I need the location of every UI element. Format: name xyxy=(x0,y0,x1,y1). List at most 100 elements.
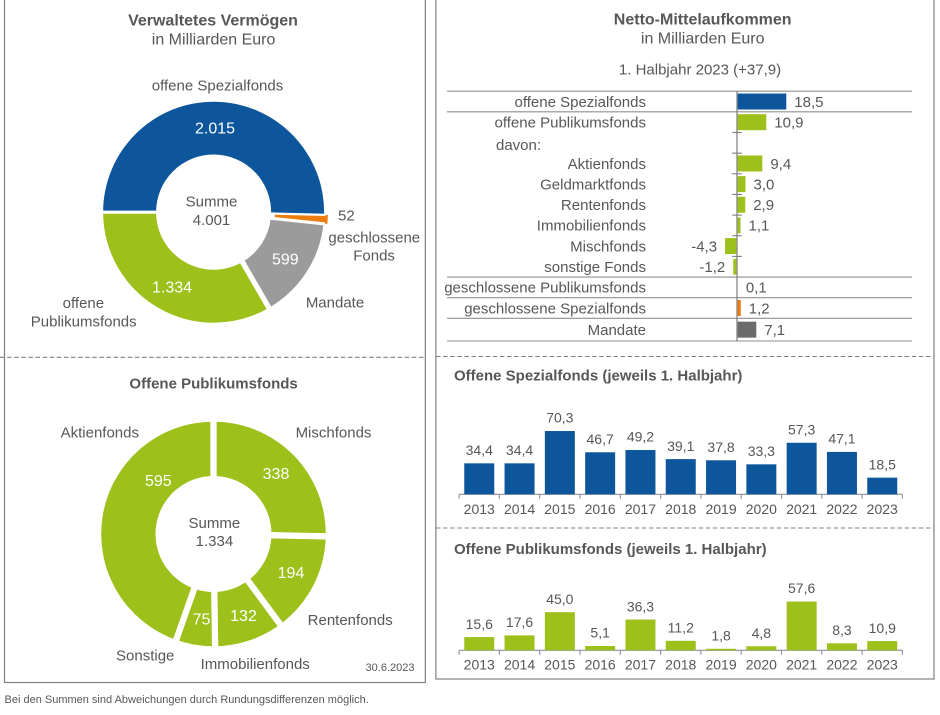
svg-text:Offene Publikumsfonds: Offene Publikumsfonds xyxy=(129,376,297,393)
svg-text:in Milliarden Euro: in Milliarden Euro xyxy=(152,32,276,49)
svg-text:Aktienfonds: Aktienfonds xyxy=(61,424,139,441)
svg-text:33,3: 33,3 xyxy=(748,443,775,459)
svg-text:2017: 2017 xyxy=(625,501,656,517)
svg-text:52: 52 xyxy=(338,208,355,225)
svg-text:57,6: 57,6 xyxy=(788,580,815,596)
svg-text:Offene Spezialfonds (jeweils 1: Offene Spezialfonds (jeweils 1. Halbjahr… xyxy=(454,368,742,385)
svg-text:9,4: 9,4 xyxy=(770,156,791,173)
svg-text:1,2: 1,2 xyxy=(749,300,770,317)
svg-text:Publikumsfonds: Publikumsfonds xyxy=(31,313,137,330)
svg-text:37,8: 37,8 xyxy=(707,439,734,455)
svg-text:geschlossene: geschlossene xyxy=(328,229,420,246)
svg-text:36,3: 36,3 xyxy=(627,598,654,614)
svg-text:34,4: 34,4 xyxy=(466,442,493,458)
svg-text:11,2: 11,2 xyxy=(668,620,694,636)
svg-text:4.001: 4.001 xyxy=(193,212,231,229)
svg-text:49,2: 49,2 xyxy=(627,429,654,445)
svg-text:2014: 2014 xyxy=(504,657,535,673)
svg-text:-4,3: -4,3 xyxy=(691,238,717,255)
svg-text:Immobilienfonds: Immobilienfonds xyxy=(537,218,646,235)
svg-text:10,9: 10,9 xyxy=(869,620,896,636)
svg-text:-1,2: -1,2 xyxy=(699,259,725,276)
svg-text:offene: offene xyxy=(63,295,104,312)
svg-text:Rentenfonds: Rentenfonds xyxy=(561,197,646,214)
svg-text:2023: 2023 xyxy=(867,501,898,517)
svg-text:in Milliarden Euro: in Milliarden Euro xyxy=(641,31,765,48)
svg-text:34,4: 34,4 xyxy=(506,442,533,458)
svg-text:2013: 2013 xyxy=(464,657,495,673)
svg-text:2020: 2020 xyxy=(746,501,777,517)
svg-text:geschlossene Publikumsfonds: geschlossene Publikumsfonds xyxy=(444,280,646,297)
svg-text:46,7: 46,7 xyxy=(587,431,614,447)
svg-text:5,1: 5,1 xyxy=(590,625,610,641)
svg-text:30.6.2023: 30.6.2023 xyxy=(366,662,415,674)
svg-text:57,3: 57,3 xyxy=(788,421,815,437)
svg-text:2021: 2021 xyxy=(786,501,817,517)
svg-text:1.334: 1.334 xyxy=(152,280,192,297)
svg-text:Immobilienfonds: Immobilienfonds xyxy=(201,656,310,673)
svg-text:sonstige Fonds: sonstige Fonds xyxy=(544,259,646,276)
svg-text:Aktienfonds: Aktienfonds xyxy=(568,156,646,173)
svg-text:2020: 2020 xyxy=(746,657,777,673)
svg-text:2015: 2015 xyxy=(544,501,575,517)
svg-text:10,9: 10,9 xyxy=(774,114,803,131)
svg-text:595: 595 xyxy=(145,473,172,490)
svg-text:Mischfonds: Mischfonds xyxy=(570,238,646,255)
svg-text:2021: 2021 xyxy=(786,657,817,673)
svg-text:1. Halbjahr 2023 (+37,9): 1. Halbjahr 2023 (+37,9) xyxy=(619,61,781,78)
svg-text:70,3: 70,3 xyxy=(546,410,573,426)
svg-text:2014: 2014 xyxy=(504,501,535,517)
svg-text:4,8: 4,8 xyxy=(752,625,772,641)
svg-text:3,0: 3,0 xyxy=(753,176,774,193)
svg-text:2023: 2023 xyxy=(867,657,898,673)
svg-text:18,5: 18,5 xyxy=(794,94,823,111)
svg-text:132: 132 xyxy=(230,608,257,625)
svg-text:1,8: 1,8 xyxy=(711,628,731,644)
svg-text:0,1: 0,1 xyxy=(746,280,767,297)
svg-text:8,3: 8,3 xyxy=(832,622,852,638)
svg-text:599: 599 xyxy=(272,252,299,269)
svg-text:davon:: davon: xyxy=(496,137,541,154)
svg-text:194: 194 xyxy=(278,565,305,582)
svg-text:2018: 2018 xyxy=(665,501,696,517)
svg-text:Verwaltetes Vermögen: Verwaltetes Vermögen xyxy=(128,13,298,30)
svg-text:75: 75 xyxy=(193,612,211,629)
svg-text:Mandate: Mandate xyxy=(306,295,364,312)
svg-text:Summe: Summe xyxy=(189,515,241,532)
svg-text:Fonds: Fonds xyxy=(353,248,395,265)
svg-text:17,6: 17,6 xyxy=(506,614,533,630)
svg-text:offene Publikumsfonds: offene Publikumsfonds xyxy=(495,114,647,131)
svg-text:Mischfonds: Mischfonds xyxy=(296,424,372,441)
svg-text:39,1: 39,1 xyxy=(667,438,694,454)
svg-text:geschlossene Spezialfonds: geschlossene Spezialfonds xyxy=(464,300,646,317)
svg-text:2022: 2022 xyxy=(826,501,857,517)
svg-text:338: 338 xyxy=(263,466,290,483)
svg-text:18,5: 18,5 xyxy=(869,456,896,472)
svg-text:offene Spezialfonds: offene Spezialfonds xyxy=(152,78,284,95)
svg-text:offene Spezialfonds: offene Spezialfonds xyxy=(515,94,647,111)
svg-text:Mandate: Mandate xyxy=(588,322,646,339)
svg-text:1.334: 1.334 xyxy=(196,533,234,550)
svg-text:2017: 2017 xyxy=(625,657,656,673)
svg-text:45,0: 45,0 xyxy=(546,591,573,607)
svg-text:2016: 2016 xyxy=(585,501,616,517)
svg-text:2019: 2019 xyxy=(705,501,736,517)
svg-text:2022: 2022 xyxy=(826,657,857,673)
svg-text:2019: 2019 xyxy=(705,657,736,673)
svg-text:7,1: 7,1 xyxy=(764,322,785,339)
svg-text:2015: 2015 xyxy=(544,657,575,673)
svg-text:Netto-Mittelaufkommen: Netto-Mittelaufkommen xyxy=(614,11,792,28)
svg-text:Bei den Summen sind Abweichung: Bei den Summen sind Abweichungen durch R… xyxy=(5,694,369,706)
svg-text:2,9: 2,9 xyxy=(753,197,774,214)
svg-text:15,6: 15,6 xyxy=(466,616,493,632)
svg-text:Offene Publikumsfonds (jeweils: Offene Publikumsfonds (jeweils 1. Halbja… xyxy=(454,541,767,558)
svg-text:Geldmarktfonds: Geldmarktfonds xyxy=(540,176,646,193)
svg-text:2.015: 2.015 xyxy=(195,121,235,138)
svg-text:1,1: 1,1 xyxy=(748,218,769,235)
svg-text:2013: 2013 xyxy=(464,501,495,517)
svg-text:Sonstige: Sonstige xyxy=(116,648,174,665)
svg-text:2016: 2016 xyxy=(585,657,616,673)
svg-text:Rentenfonds: Rentenfonds xyxy=(308,612,393,629)
svg-text:Summe: Summe xyxy=(186,194,238,211)
svg-text:2018: 2018 xyxy=(665,657,696,673)
